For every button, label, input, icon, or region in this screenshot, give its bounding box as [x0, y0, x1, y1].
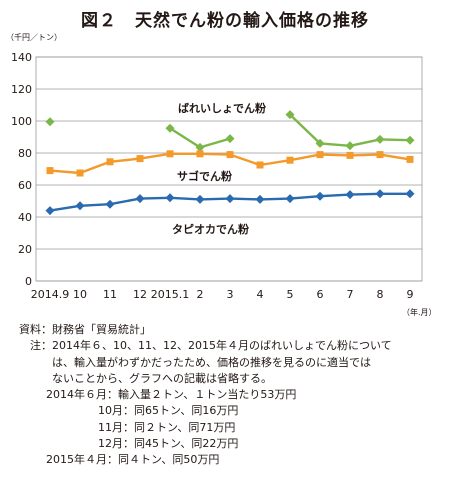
y-tick-label: 120 [11, 83, 32, 96]
data-point [345, 141, 355, 151]
line-chart: 0 20 40 60 80 100 120 140 2014.9 10 11 12 2015.1 2 3 4… [11, 51, 423, 301]
series-0 [45, 110, 415, 152]
note-line: 2014年６、10、11、12、2015年４月のばれいしょでん粉について [52, 339, 392, 353]
x-tick-label: 7 [347, 288, 354, 301]
data-point [405, 189, 415, 199]
y-tick-label: 40 [18, 211, 32, 224]
data-point [45, 206, 55, 216]
grid-lines [35, 56, 423, 282]
notes-section: 資料： 財務省「貿易統計」 注： 2014年６、10、11、12、2015年４月… [6, 322, 446, 469]
data-point [106, 158, 114, 166]
detail-row: 2014年６月：輸入量２トン、１トン当たり53万円 [6, 387, 446, 403]
x-tick-label: 8 [377, 288, 384, 301]
y-axis-unit-label: （千円／トン） [6, 33, 62, 42]
y-tick-labels: 0 20 40 60 80 100 120 140 [11, 51, 32, 288]
source-text: 財務省「貿易統計」 [52, 323, 151, 336]
data-point [255, 194, 265, 204]
note-label: 注： [30, 339, 52, 353]
detail-month: 11月： [98, 420, 134, 434]
x-tick-label: 2 [197, 288, 204, 301]
data-point [346, 151, 354, 159]
data-point [256, 161, 264, 169]
y-tick-label: 140 [11, 51, 32, 64]
source-label: 資料： [19, 323, 52, 336]
detail-text: 同４トン、同50万円 [118, 453, 220, 467]
note-line: ないことから、グラフへの記載は省略する。 [52, 371, 272, 385]
data-point [105, 199, 115, 209]
y-tick-label: 100 [11, 115, 32, 128]
detail-text: 同65トン、同16万円 [134, 404, 239, 418]
series-label-tapioca: タピオカでん粉 [172, 222, 249, 236]
data-point [405, 135, 415, 145]
data-point [225, 134, 235, 144]
data-point [285, 110, 295, 120]
data-point [165, 193, 175, 203]
x-axis-unit-label: （年.月） [402, 308, 437, 317]
data-point [76, 169, 84, 177]
source-row: 資料： 財務省「貿易統計」 [6, 322, 446, 338]
data-point [166, 150, 174, 158]
data-point [316, 151, 324, 159]
detail-text: 同２トン、同71万円 [134, 420, 236, 434]
x-tick-label: 10 [73, 288, 87, 301]
series-group [45, 110, 415, 216]
data-point [136, 155, 144, 163]
data-point [406, 155, 414, 163]
data-point [226, 151, 234, 159]
detail-row: 2015年４月：同４トン、同50万円 [6, 452, 446, 468]
detail-month: 12月： [98, 437, 134, 451]
detail-text: 輸入量２トン、１トン当たり53万円 [118, 388, 297, 402]
data-point [315, 138, 325, 148]
data-point [135, 194, 145, 204]
series-2 [45, 189, 415, 216]
detail-row: 12月：同45トン、同22万円 [6, 436, 446, 452]
x-tick-label: 11 [103, 288, 117, 301]
x-tick-label: 6 [317, 288, 324, 301]
detail-row: 11月：同２トン、同71万円 [6, 420, 446, 436]
data-point [195, 142, 205, 152]
x-tick-label: 2015.1 [151, 288, 190, 301]
y-tick-label: 0 [25, 275, 32, 288]
x-tick-label: 9 [407, 288, 414, 301]
data-point [345, 190, 355, 200]
data-point [196, 150, 204, 158]
data-point [375, 189, 385, 199]
detail-month: 2014年６月： [46, 388, 118, 402]
x-tick-label: 12 [133, 288, 147, 301]
data-point [375, 134, 385, 144]
detail-month: 10月： [98, 404, 134, 418]
x-tick-label: 2014.9 [31, 288, 70, 301]
data-point [286, 156, 294, 164]
data-point [315, 191, 325, 201]
detail-text: 同45トン、同22万円 [134, 437, 239, 451]
series-label-sago: サゴでん粉 [177, 169, 232, 183]
series-line [289, 113, 411, 148]
y-tick-label: 80 [18, 147, 32, 160]
detail-month: 2015年４月： [46, 453, 118, 467]
data-point [225, 194, 235, 204]
x-tick-label: 5 [287, 288, 294, 301]
x-tick-label: 4 [257, 288, 264, 301]
series-1 [46, 150, 414, 177]
data-point [46, 167, 54, 175]
chart-title: 図２ 天然でん粉の輸入価格の推移 [81, 11, 369, 31]
x-tick-label: 3 [227, 288, 234, 301]
note-line: は、輸入量がわずかだったため、価格の推移を見るのに適当では [52, 355, 371, 369]
data-point [45, 117, 55, 127]
data-point [165, 123, 175, 133]
data-point [75, 201, 85, 211]
data-point [285, 194, 295, 204]
data-point [195, 194, 205, 204]
y-tick-label: 20 [18, 243, 32, 256]
note-row: 注： 2014年６、10、11、12、2015年４月のばれいしょでん粉について [6, 338, 446, 354]
data-point [376, 151, 384, 159]
series-label-potato: ばれいしょでん粉 [178, 101, 266, 115]
x-tick-labels: 2014.9 10 11 12 2015.1 2 3 4 5 6 7 8 9 [31, 288, 414, 301]
y-tick-label: 60 [18, 179, 32, 192]
detail-row: 10月：同65トン、同16万円 [6, 403, 446, 419]
